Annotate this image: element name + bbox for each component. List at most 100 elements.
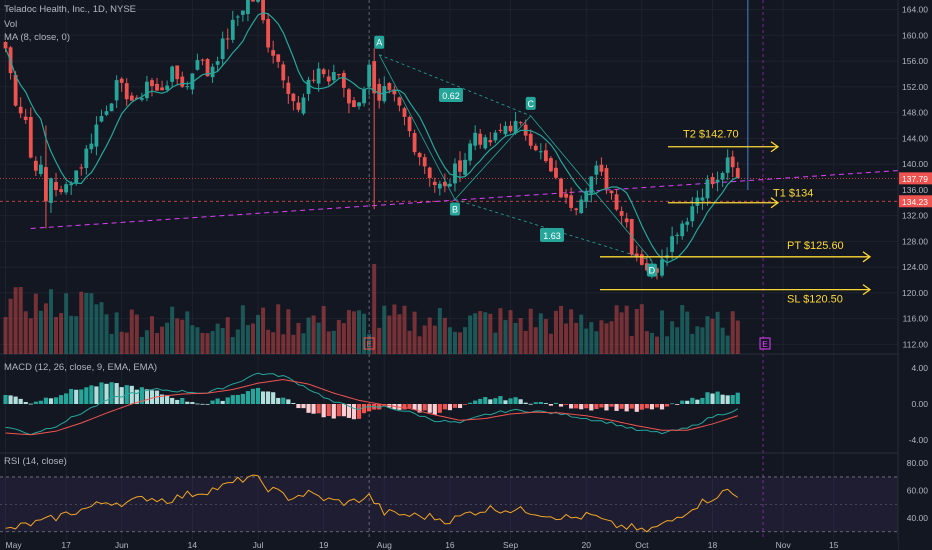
- candle-body: [261, 0, 265, 21]
- candle-body: [28, 117, 33, 158]
- volume-bar: [730, 311, 735, 354]
- ma-legend[interactable]: MA (8, close, 0): [4, 32, 70, 43]
- candle-body: [559, 178, 563, 198]
- candle-body: [705, 179, 710, 199]
- time-tick-label: 20: [582, 540, 592, 550]
- macd-histogram-bar: [33, 401, 38, 404]
- candle-body: [296, 102, 301, 110]
- candle-body: [33, 160, 38, 171]
- pattern-point-a: [374, 35, 385, 49]
- volume-bar: [321, 306, 326, 354]
- macd-histogram-bar: [13, 396, 18, 404]
- volume-bar: [493, 332, 498, 354]
- volume-bar: [271, 332, 276, 354]
- candle-body: [99, 116, 104, 122]
- candle-body: [468, 143, 473, 161]
- macd-histogram-bar: [79, 389, 84, 404]
- volume-bar: [28, 318, 33, 354]
- earnings-marker[interactable]: [759, 337, 771, 350]
- pattern-label-a: A: [376, 38, 382, 48]
- symbol-legend[interactable]: Teladoc Health, Inc., 1D, NYSE: [4, 4, 137, 15]
- macd-histogram-bar: [356, 404, 362, 419]
- volume-bar: [639, 304, 644, 354]
- candle-body: [165, 85, 170, 90]
- candle-body: [235, 16, 240, 18]
- candle-body: [372, 61, 377, 94]
- macd-histogram-bar: [119, 387, 124, 404]
- volume-bar: [134, 314, 139, 354]
- macd-histogram-bar: [8, 395, 13, 404]
- time-axis[interactable]: May 17 Jun 14 Jul 19 Aug 16 Sep 20 Oct 18 Nov 15: [0, 540, 898, 550]
- volume-bar: [250, 323, 255, 354]
- rsi-legend[interactable]: RSI (14, close): [4, 456, 67, 467]
- time-tick-label: Oct: [635, 540, 649, 550]
- volume-bar: [553, 310, 558, 354]
- candle-body: [458, 160, 462, 172]
- candle-body: [579, 199, 584, 214]
- volume-bar: [276, 304, 281, 354]
- volume-bar: [503, 320, 508, 354]
- macd-histogram-bar: [346, 404, 352, 418]
- volume-bar: [256, 314, 261, 354]
- macd-histogram-bar: [710, 393, 715, 404]
- macd-histogram-bar: [720, 394, 725, 404]
- candle-body: [225, 38, 230, 40]
- candle-body: [139, 98, 144, 100]
- candle-body: [119, 78, 124, 83]
- macd-histogram-bar: [159, 394, 165, 404]
- candle-body: [124, 83, 129, 100]
- volume-legend[interactable]: Vol: [4, 19, 18, 30]
- volume-bar: [326, 331, 331, 354]
- volume-bar: [508, 310, 513, 354]
- volume-bar: [69, 315, 74, 354]
- volume-bar: [543, 319, 548, 354]
- volume-bar: [331, 330, 336, 354]
- macd-histogram-bar: [574, 404, 579, 409]
- macd-histogram-bar: [3, 394, 8, 404]
- candle-body: [276, 54, 281, 62]
- volume-bar: [341, 323, 346, 354]
- volume-bar: [599, 320, 604, 354]
- volume-bar: [99, 302, 104, 354]
- ratio-badge: [540, 228, 564, 242]
- volume-bar: [720, 327, 725, 354]
- macd-histogram-bar: [195, 403, 200, 405]
- volume-bar: [680, 305, 685, 354]
- volume-bar: [286, 309, 291, 354]
- earnings-marker[interactable]: [363, 337, 375, 350]
- arrow-pt-head: [862, 251, 872, 263]
- candle-body: [190, 73, 195, 90]
- candle-body: [660, 259, 664, 276]
- macd-histogram-bar: [553, 402, 559, 404]
- volume-bar: [442, 317, 447, 354]
- macd-legend[interactable]: MACD (12, 26, close, 9, EMA, EMA): [4, 362, 158, 373]
- macd-histogram-bar: [528, 403, 533, 405]
- volume-bar: [18, 287, 23, 354]
- macd-histogram-bar: [629, 404, 634, 409]
- candle-body: [730, 156, 735, 168]
- volume-bar: [129, 309, 134, 354]
- pattern-leg: [379, 54, 531, 117]
- volume-bar: [528, 308, 533, 354]
- macd-histogram-bar: [649, 404, 655, 410]
- macd-histogram-bar: [291, 402, 296, 404]
- candle-body: [655, 268, 659, 273]
- candle-body: [513, 120, 518, 134]
- volume-bar: [463, 327, 468, 354]
- volume-bar: [220, 327, 225, 354]
- pattern-label-b: B: [452, 205, 458, 215]
- candle-body: [448, 183, 452, 187]
- price-axis[interactable]: 164.00 160.00 156.00 152.00 148.00 144.00 140.…: [897, 0, 932, 550]
- macd-histogram-bar: [589, 404, 594, 411]
- macd-histogram-bar: [215, 398, 220, 404]
- macd-line: [5, 372, 739, 436]
- macd-histogram-bar: [639, 404, 644, 410]
- candle-body: [442, 181, 447, 187]
- price-tick-label: 156.00: [902, 56, 928, 66]
- macd-histogram-bar: [266, 391, 271, 404]
- candle-body: [306, 79, 311, 94]
- macd-histogram-bar: [154, 390, 160, 404]
- candle-body: [49, 178, 53, 203]
